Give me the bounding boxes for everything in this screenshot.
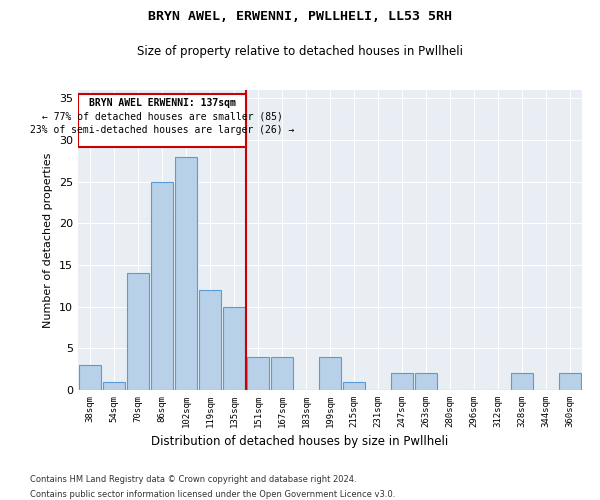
FancyBboxPatch shape	[78, 94, 246, 146]
Y-axis label: Number of detached properties: Number of detached properties	[43, 152, 53, 328]
Text: BRYN AWEL ERWENNI: 137sqm: BRYN AWEL ERWENNI: 137sqm	[89, 98, 235, 108]
Bar	[415, 374, 437, 390]
Text: Contains public sector information licensed under the Open Government Licence v3: Contains public sector information licen…	[30, 490, 395, 499]
Bar	[247, 356, 269, 390]
Bar	[319, 356, 341, 390]
Bar	[343, 382, 365, 390]
Bar	[127, 274, 149, 390]
Bar	[511, 374, 533, 390]
Bar	[199, 290, 221, 390]
Text: BRYN AWEL, ERWENNI, PWLLHELI, LL53 5RH: BRYN AWEL, ERWENNI, PWLLHELI, LL53 5RH	[148, 10, 452, 23]
Bar	[271, 356, 293, 390]
Bar	[559, 374, 581, 390]
Text: Contains HM Land Registry data © Crown copyright and database right 2024.: Contains HM Land Registry data © Crown c…	[30, 475, 356, 484]
Bar	[79, 365, 101, 390]
Bar	[391, 374, 413, 390]
Bar	[151, 182, 173, 390]
Text: Distribution of detached houses by size in Pwllheli: Distribution of detached houses by size …	[151, 435, 449, 448]
Bar	[103, 382, 125, 390]
Bar	[175, 156, 197, 390]
Text: 23% of semi-detached houses are larger (26) →: 23% of semi-detached houses are larger (…	[30, 125, 294, 135]
Text: Size of property relative to detached houses in Pwllheli: Size of property relative to detached ho…	[137, 45, 463, 58]
Text: ← 77% of detached houses are smaller (85): ← 77% of detached houses are smaller (85…	[41, 112, 283, 122]
Bar	[223, 306, 245, 390]
